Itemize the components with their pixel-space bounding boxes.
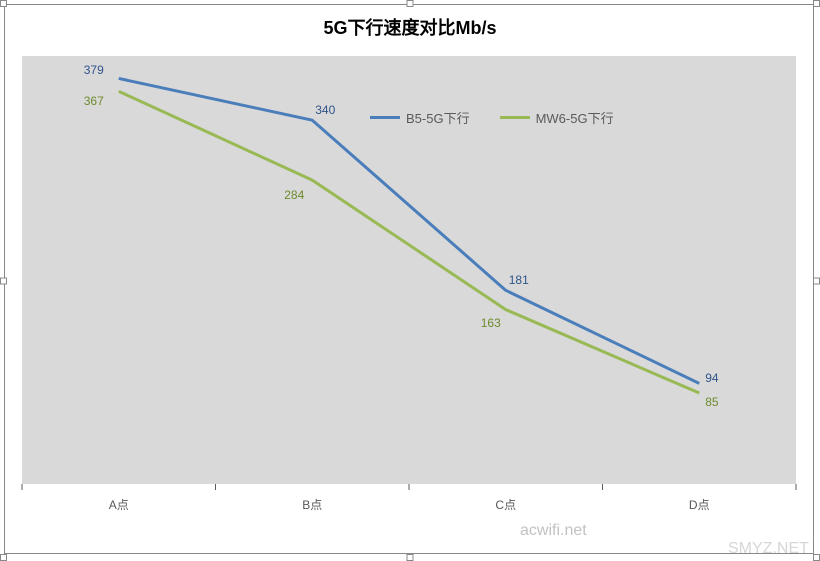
legend-item: MW6-5G下行 xyxy=(500,108,614,127)
data-label: 367 xyxy=(84,94,104,108)
data-label: 163 xyxy=(481,316,501,330)
x-axis-label: B点 xyxy=(282,496,342,513)
x-axis-label: D点 xyxy=(669,496,729,513)
series-line-1 xyxy=(119,91,700,393)
legend-swatch xyxy=(500,116,530,119)
data-label: 284 xyxy=(284,188,304,202)
resize-handle-r[interactable] xyxy=(813,277,820,284)
resize-handle-l[interactable] xyxy=(0,277,7,284)
x-axis-label: A点 xyxy=(89,496,149,513)
x-axis-label: C点 xyxy=(476,496,536,513)
data-label: 181 xyxy=(509,273,529,287)
chart-title: 5G下行速度对比Mb/s xyxy=(0,14,820,40)
legend: B5-5G下行 MW6-5G下行 xyxy=(370,108,614,127)
resize-handle-bl[interactable] xyxy=(0,554,7,561)
data-label: 94 xyxy=(705,371,718,385)
resize-handle-tr[interactable] xyxy=(813,0,820,7)
legend-swatch xyxy=(370,116,400,119)
legend-label: MW6-5G下行 xyxy=(536,108,614,127)
resize-handle-b[interactable] xyxy=(407,554,414,561)
legend-label: B5-5G下行 xyxy=(406,108,470,127)
resize-handle-tl[interactable] xyxy=(0,0,7,7)
legend-item: B5-5G下行 xyxy=(370,108,470,127)
data-label: 85 xyxy=(705,395,718,409)
resize-handle-br[interactable] xyxy=(813,554,820,561)
resize-handle-t[interactable] xyxy=(407,0,414,7)
data-label: 379 xyxy=(84,63,104,77)
data-label: 340 xyxy=(315,103,335,117)
